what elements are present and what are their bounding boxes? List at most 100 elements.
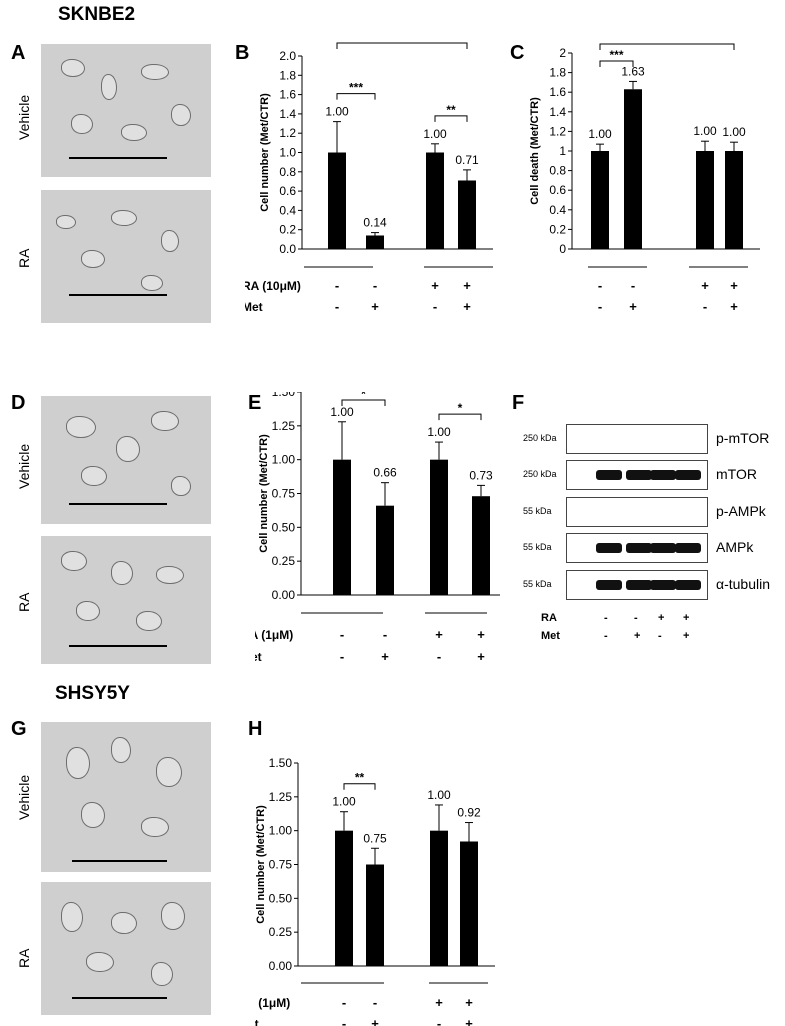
blot-ra-sign: - [634,612,638,624]
blot-kda-label: 55 kDa [523,579,552,589]
chart-e-ra-sign: - [383,627,387,642]
chart-b-met-sign: + [371,299,379,314]
blot-band [675,580,701,590]
chart-c-met-sign: - [598,299,602,314]
chart-b-bar [426,152,444,249]
chart-e-significance-bracket [341,399,386,406]
chart-h-value-label: 0.75 [363,831,387,845]
blot-band [596,470,622,480]
chart-h-y-tick-label: 1.50 [269,756,293,770]
chart-b-value-label: 0.71 [455,153,479,167]
micrograph-a-ra [41,190,211,323]
chart-h-value-label: 0.92 [457,806,481,820]
chart-b-bar [328,152,346,249]
chart-e-ra-label: RA (1μM) [255,628,293,642]
chart-c-y-tick-label: 0.6 [549,183,566,197]
blot-kda-label: 250 kDa [523,433,557,443]
chart-e-ra-sign: - [340,627,344,642]
chart-e-bar [376,505,394,595]
chart-b-y-tick-label: 1.2 [279,126,296,140]
chart-h-value-label: 1.00 [332,795,356,809]
chart-b-significance-label: *** [395,40,409,44]
chart-h-significance-label: ** [355,771,365,785]
chart-b-y-tick-label: 1.6 [279,88,296,102]
chart-c-y-tick-label: 2 [559,46,566,60]
chart-e-y-tick-label: 1.25 [272,419,296,433]
chart-h-ra-label: RA (1μM) [255,996,290,1010]
chart-b-y-tick-label: 1.4 [279,107,296,121]
chart-b-ra-label: RA (10μM) [245,279,301,293]
chart-c-bar [591,151,609,249]
blot-band [675,543,701,553]
blot-protein-label: p-mTOR [716,430,770,446]
blot-protein-label: mTOR [716,466,757,482]
chart-h-y-tick-label: 1.00 [269,824,293,838]
row-label-vehicle-a: Vehicle [16,94,32,140]
chart-h-met-sign: + [465,1016,473,1026]
blot-band [596,580,622,590]
chart-b-y-tick-label: 0.8 [279,165,296,179]
chart-b-y-tick-label: 1.8 [279,68,296,82]
panel-letter-h: H [248,718,263,740]
chart-e-ra-sign: + [477,627,485,642]
blot-kda-label: 250 kDa [523,469,557,479]
chart-c-bar [624,89,642,249]
chart-c-y-tick-label: 0.4 [549,203,566,217]
chart-b-y-tick-label: 0.2 [279,223,296,237]
micrograph-d-vehicle [41,396,211,524]
blot-strip [566,497,708,527]
chart-h-significance-bracket [343,783,376,790]
chart-b-met-sign: - [335,299,339,314]
chart-c-value-label: 1.63 [621,64,645,78]
blot-band [650,470,676,480]
chart-e-met-sign: + [381,649,389,664]
chart-h-bar [460,841,478,966]
blot-strip [566,533,708,563]
chart-e: 0.00 0.25 0.50 0.75 1.00 1.25 1.50 Cell number … [255,392,500,664]
chart-c-significance-label: *** [660,40,674,45]
panel-letter-d: D [11,392,26,414]
chart-c-y-tick-label: 1.4 [549,105,566,119]
chart-c-met-sign: + [730,299,738,314]
chart-b-value-label: 1.00 [423,127,447,141]
chart-b-significance-bracket [336,93,376,100]
chart-e-y-tick-label: 0.00 [272,588,296,602]
chart-b-met-sign: + [463,299,471,314]
chart-e-significance-label: * [361,392,366,401]
blot-strip [566,460,708,490]
blot-protein-label: p-AMPk [716,503,766,519]
chart-c-value-label: 1.00 [722,125,746,139]
blot-band [596,543,622,553]
chart-e-significance-bracket [438,413,482,421]
micrograph-g-vehicle [41,722,211,872]
blot-met-sign: + [634,630,641,642]
panel-letter-b: B [235,42,250,64]
chart-c-met-sign: - [703,299,707,314]
chart-b-significance-label: ** [446,103,456,117]
panel-letter-e: E [248,392,262,414]
chart-c-ra-sign: + [701,278,709,293]
chart-e-value-label: 1.00 [330,405,354,419]
chart-c-significance-label: *** [609,48,623,62]
chart-e-significance-label: * [458,401,463,415]
chart-e-met-sign: + [477,649,485,664]
chart-c-bar [725,151,743,249]
chart-b-ra-sign: - [335,278,339,293]
chart-b-bar [366,235,384,249]
chart-b-y-axis-label: Cell number (Met/CTR) [259,93,271,212]
chart-c-y-tick-label: 1.8 [549,66,566,80]
chart-h-met-label: Met [255,1017,259,1026]
chart-e-y-tick-label: 0.25 [272,554,296,568]
chart-c-bar [696,151,714,249]
chart-e-y-tick-label: 0.50 [272,520,296,534]
chart-c-y-tick-label: 1 [559,144,566,158]
chart-h-value-label: 1.00 [427,788,451,802]
panel-letter-f: F [512,392,525,414]
chart-h-met-sign: - [437,1016,441,1026]
chart-e-ra-sign: + [435,627,443,642]
chart-e-y-axis-label: Cell number (Met/CTR) [258,434,270,553]
micrograph-a-vehicle [41,44,211,177]
panel-letter-g: G [11,718,27,740]
blot-band [626,470,652,480]
